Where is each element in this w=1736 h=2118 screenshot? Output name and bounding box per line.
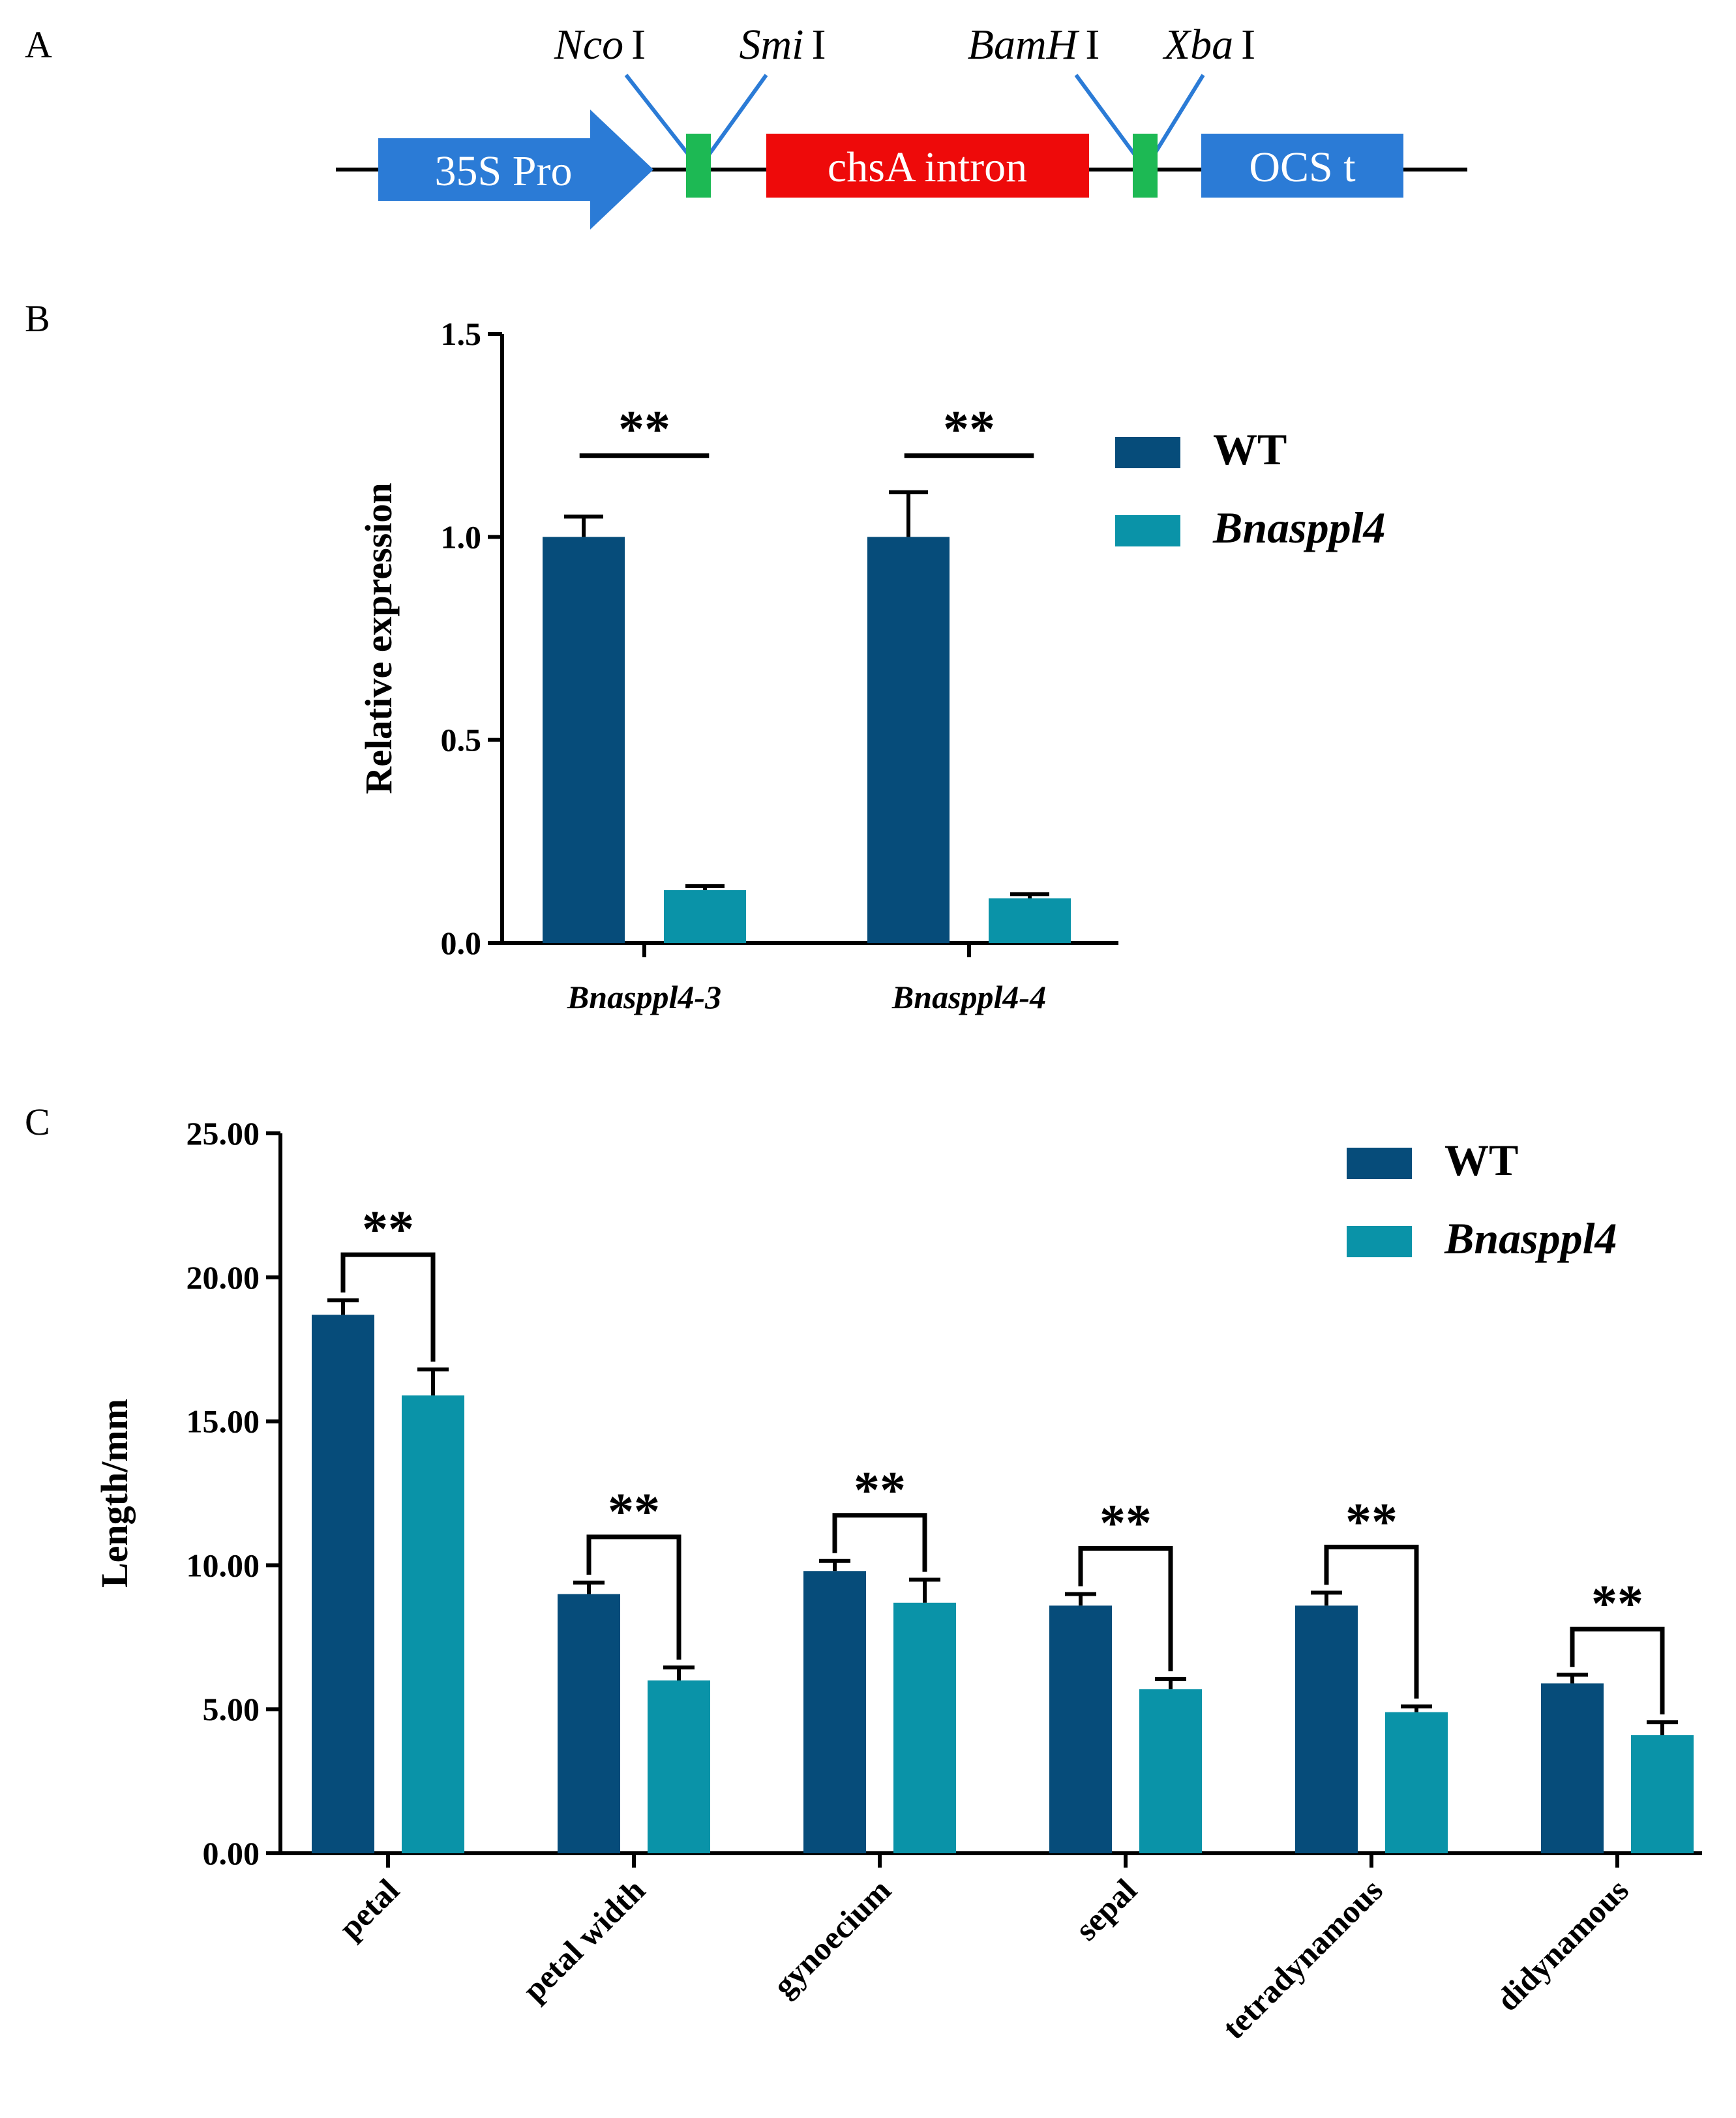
panel-c-bar-tetradynamous-bnasppl4 [1385, 1712, 1448, 1853]
panel-b-significance-mark: ** [943, 401, 995, 458]
panel-c-significance-mark: ** [1345, 1493, 1398, 1551]
panel-c-legend-label-bnasppl4: Bnasppl4 [1444, 1214, 1617, 1263]
panel-c-y-tick-label: 10.00 [187, 1547, 260, 1583]
panel-b-bar-bnasppl4-3-wt [543, 537, 625, 943]
panel-b-legend-swatch-wt [1115, 437, 1180, 468]
panel-b-y-tick-label: 1.5 [441, 316, 482, 352]
panel-c-y-tick-label: 15.00 [187, 1403, 260, 1440]
panel-c-significance-bracket [832, 1513, 927, 1572]
intron-block [766, 134, 1089, 198]
panel-b-category-label: Bnasppl4-3 [567, 979, 721, 1015]
linker-box-1 [686, 134, 711, 198]
panel-b-y-tick-label: 0.5 [441, 722, 482, 758]
panel-a: A 35S Pro chsA intron OCS t Nco I Smi I Ba… [25, 21, 1467, 230]
panel-c-y-tick-label: 5.00 [203, 1691, 260, 1727]
panel-c-legend-swatch-bnasppl4 [1347, 1226, 1412, 1257]
site-line-xba [1151, 74, 1205, 158]
panel-c-category-label: petal [332, 1872, 406, 1946]
panel-c-y-tick-label: 0.00 [203, 1835, 260, 1872]
panel-c-significance-mark: ** [854, 1462, 906, 1519]
panel-c-bar-petal-width-wt [558, 1594, 620, 1853]
site-label-smi: Smi I [740, 21, 826, 68]
site-label-bamh: BamH I [968, 21, 1100, 68]
linker-box-2 [1133, 134, 1158, 198]
panel-c-bar-didynamous-bnasppl4 [1631, 1735, 1694, 1853]
panel-c-category-label: sepal [1068, 1872, 1144, 1947]
panel-c-bar-petal-wt [312, 1315, 374, 1853]
panel-c-bar-petal-bnasppl4 [402, 1395, 464, 1853]
panel-c-bar-gynoecium-wt [803, 1571, 866, 1853]
panel-b-letter: B [25, 297, 50, 340]
panel-b-legend-label-bnasppl4: Bnasppl4 [1212, 503, 1386, 552]
panel-b-y-tick-label: 1.0 [441, 518, 482, 555]
site-label-xba: Xba I [1162, 21, 1255, 68]
panel-b-chart: 0.0 0.5 1.0 1.5 Relative expression Bnasppl4-… [357, 316, 1386, 1015]
site-line-nco [624, 74, 692, 158]
panel-b-y-axis-title: Relative expression [357, 483, 400, 794]
panel-c-y-tick-label: 25.00 [187, 1115, 260, 1152]
terminator-label: OCS t [1249, 143, 1355, 191]
panel-c-category-label: didynamous [1489, 1872, 1635, 2018]
panel-c-significance-mark: ** [1100, 1495, 1152, 1553]
panel-c-y-tick-label: 20.00 [187, 1259, 260, 1296]
panel-c-significance-bracket [1570, 1626, 1665, 1715]
panel-a-letter: A [25, 23, 52, 66]
panel-c-significance-mark: ** [362, 1201, 414, 1259]
panel-c-legend-label-wt: WT [1444, 1135, 1518, 1185]
site-line-smi [706, 74, 768, 158]
panel-c-significance-mark: ** [608, 1484, 660, 1541]
panel-c-category-label: tetradynamous [1215, 1872, 1389, 2046]
panel-c-significance-bracket [1078, 1546, 1173, 1671]
panel-b-significance-mark: ** [618, 401, 670, 458]
panel-b-bar-bnasppl4-4-bnasppl4 [989, 898, 1071, 943]
panel-b-y-tick-label: 0.0 [441, 925, 482, 961]
panel-b-bar-bnasppl4-4-wt [867, 537, 950, 943]
promoter-label: 35S Pro [435, 147, 573, 195]
panel-c-significance-bracket [340, 1252, 436, 1362]
panel-c-chart: 0.00 5.00 10.00 15.00 20.00 25.00 Length/mm pet… [93, 1115, 1702, 2046]
panel-b-legend-swatch-bnasppl4 [1115, 515, 1180, 546]
panel-c-significance-bracket [1324, 1544, 1419, 1699]
panel-c-bar-didynamous-wt [1541, 1683, 1604, 1853]
panel-c-bar-tetradynamous-wt [1295, 1605, 1358, 1853]
site-line-bamh [1074, 74, 1138, 158]
panel-c-bar-gynoecium-bnasppl4 [893, 1602, 956, 1853]
panel-c-letter: C [25, 1101, 50, 1143]
panel-c-bar-sepal-bnasppl4 [1139, 1689, 1202, 1853]
panel-c-significance-bracket [586, 1534, 681, 1660]
panel-c-bar-sepal-wt [1049, 1605, 1112, 1853]
panel-c-category-label: gynoecium [766, 1872, 898, 2004]
panel-c-category-label: petal width [515, 1872, 652, 2008]
site-label-nco: Nco I [554, 21, 646, 68]
panel-c-legend-swatch-wt [1347, 1148, 1412, 1179]
panel-c-y-axis-title: Length/mm [93, 1399, 136, 1588]
panel-c-bar-petal-width-bnasppl4 [648, 1680, 710, 1853]
intron-label: chsA intron [828, 143, 1027, 191]
panel-b-legend-label-wt: WT [1213, 425, 1287, 474]
terminator-block [1201, 134, 1403, 198]
promoter-arrow [378, 110, 653, 230]
panel-b-category-label: Bnasppl4-4 [891, 979, 1046, 1015]
panel-c-significance-mark: ** [1591, 1575, 1643, 1633]
panel-b-bar-bnasppl4-3-bnasppl4 [664, 890, 746, 943]
